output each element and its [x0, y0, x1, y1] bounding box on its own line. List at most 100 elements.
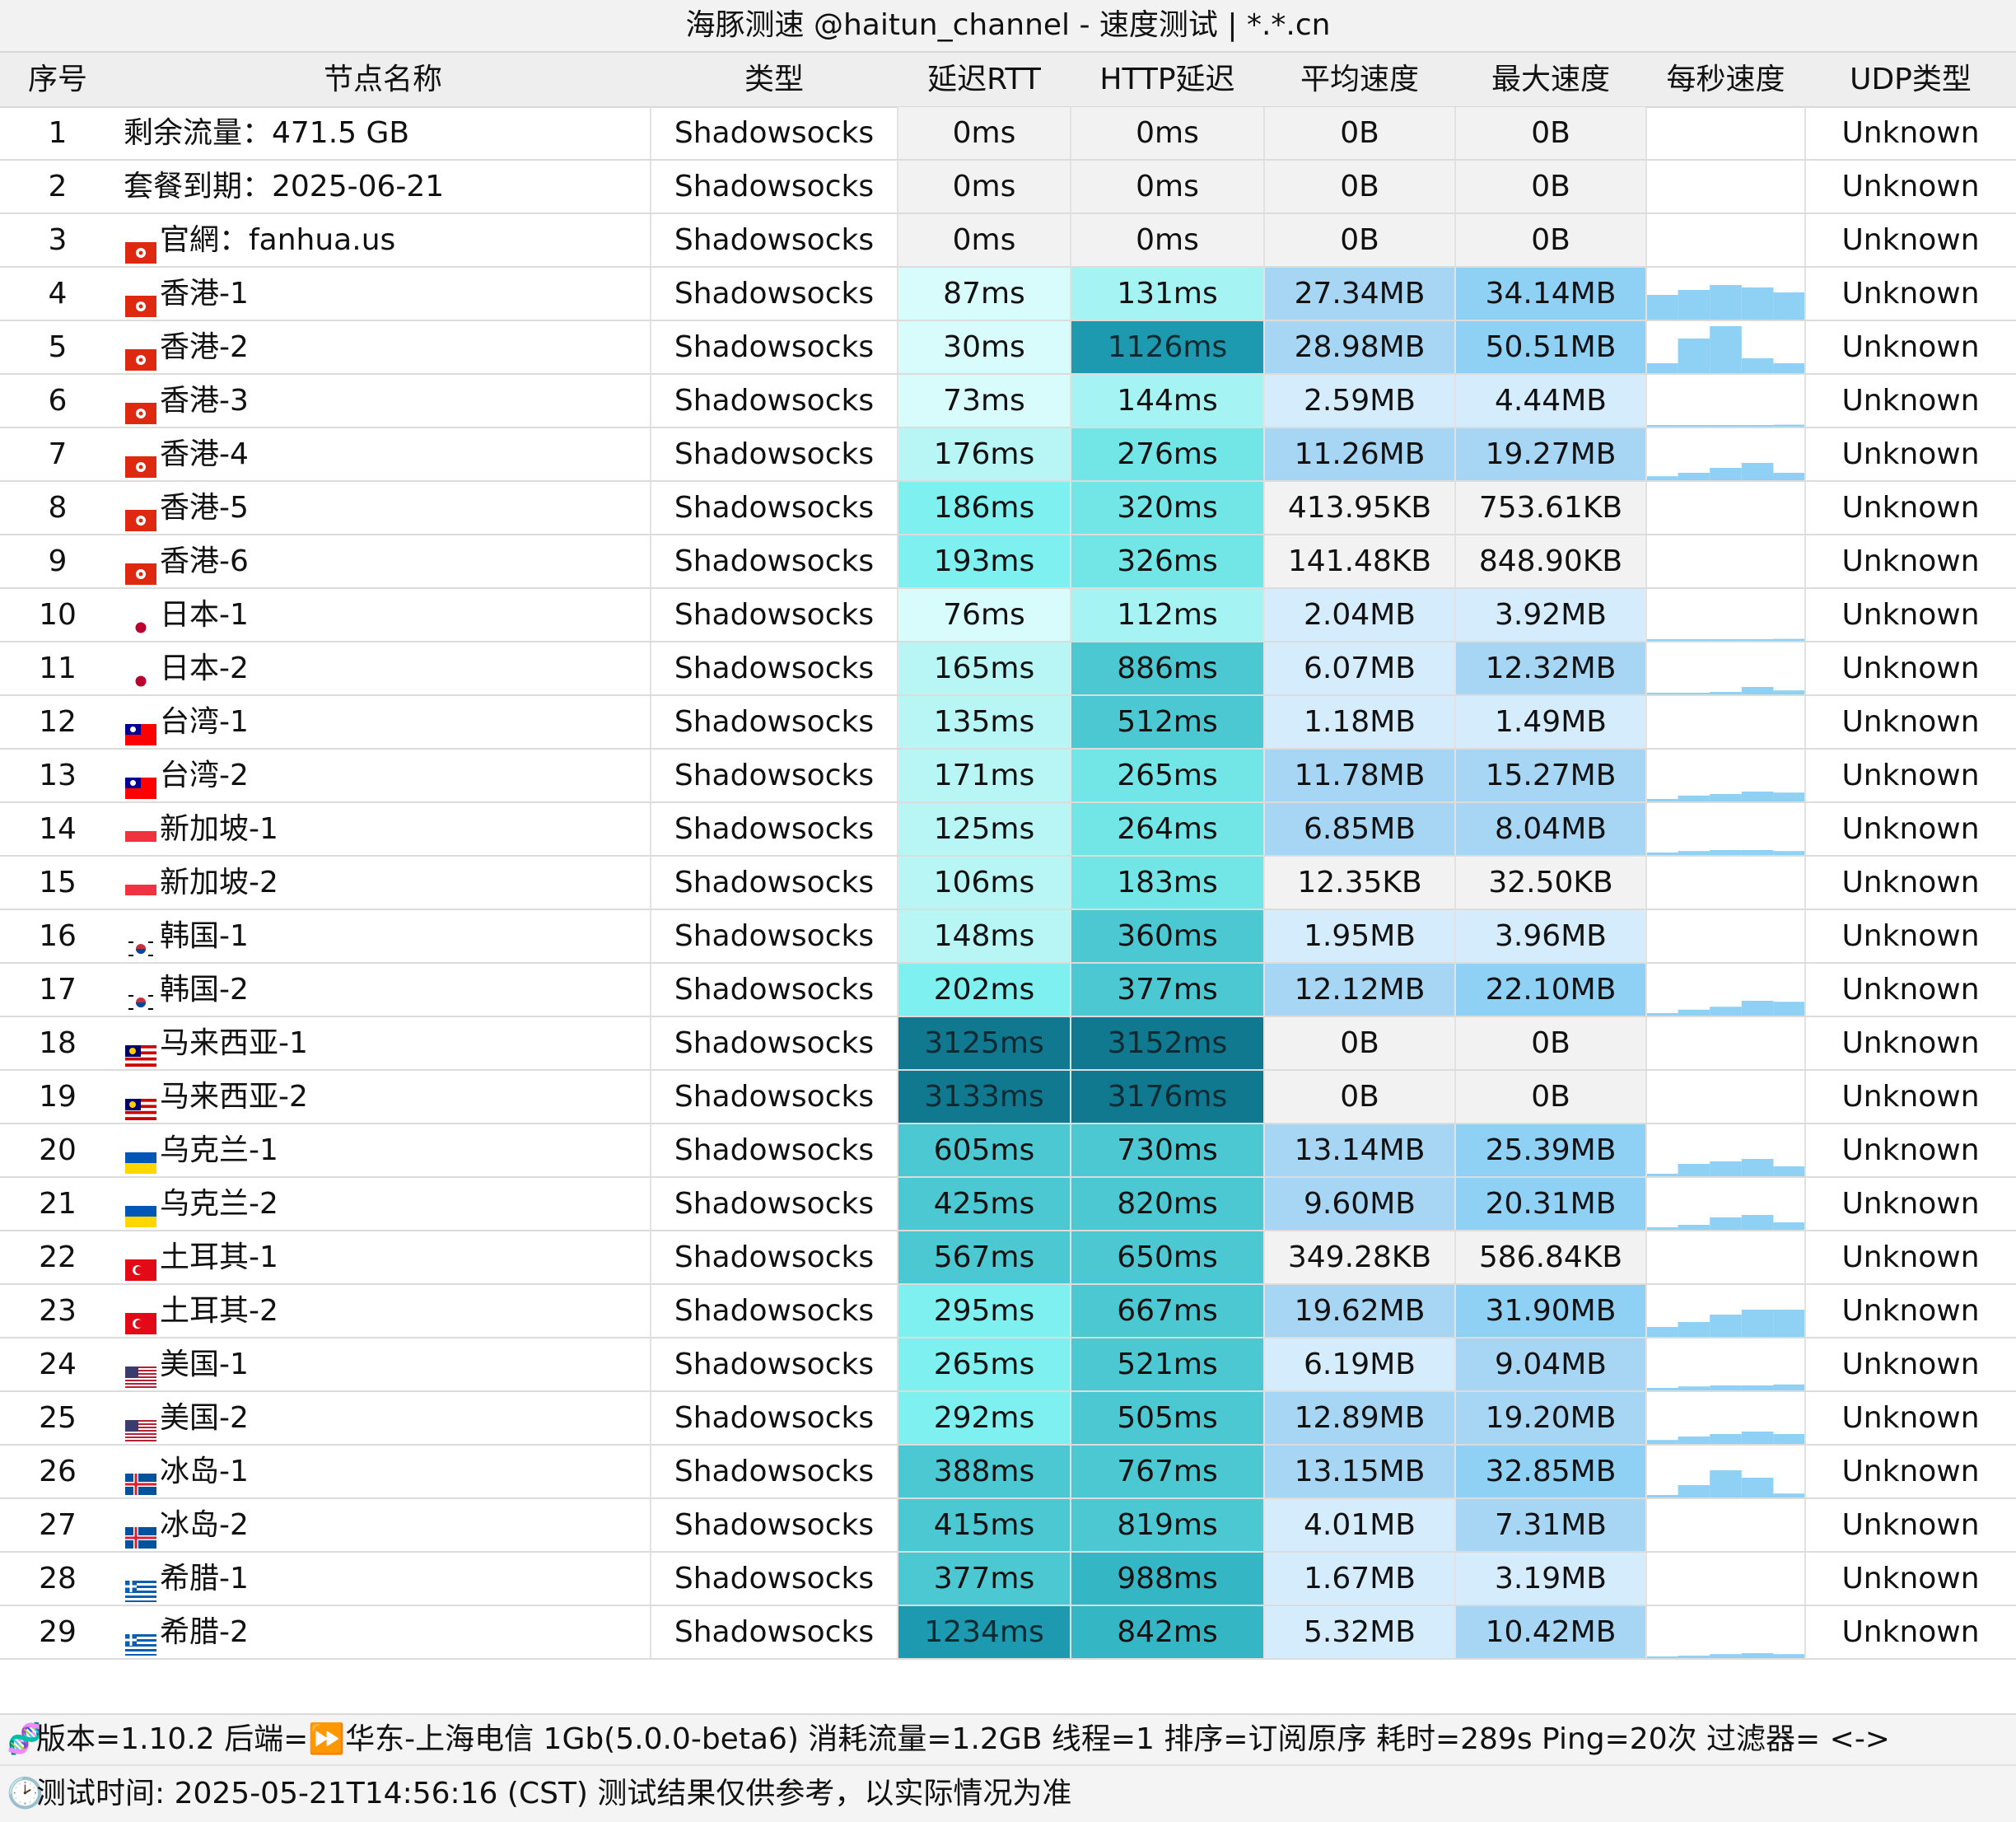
header-node-name[interactable]: 节点名称: [323, 63, 442, 96]
http-latency-cell: 0ms: [1071, 161, 1264, 213]
column-divider: [1070, 1071, 1071, 1123]
table-row[interactable]: 7 香港-4 Shadowsocks 176ms 276ms 11.26MB 19.27MB…: [0, 428, 2016, 482]
header-rtt[interactable]: 延迟RTT: [927, 63, 1041, 96]
header-max-speed[interactable]: 最大速度: [1491, 63, 1610, 96]
table-row[interactable]: 23 土耳其-2 Shadowsocks 295ms 667ms 19.62MB 31.90…: [0, 1285, 2016, 1338]
header-http[interactable]: HTTP延迟: [1099, 63, 1235, 96]
max-speed-cell: 9.04MB: [1455, 1338, 1646, 1390]
table-row[interactable]: 19 马来西亚-2 Shadowsocks 3133ms 3176ms 0B 0B Unkno…: [0, 1071, 2016, 1124]
tr-flag-icon: [125, 1245, 156, 1281]
table-row[interactable]: 8 香港-5 Shadowsocks 186ms 320ms 413.95KB 753.61…: [0, 482, 2016, 535]
sparkline-bar: [1773, 1310, 1805, 1337]
hk-flag-icon: [125, 389, 156, 424]
max-speed-cell: 15.27MB: [1455, 750, 1646, 801]
table-row[interactable]: 2 套餐到期：2025-06-21 Shadowsocks 0ms 0ms 0B 0B Unk…: [0, 161, 2016, 214]
info-line: 版本=1.10.2 后端=⏩华东-上海电信 1Gb(5.0.0-beta6) 消…: [36, 1722, 1890, 1756]
max-speed-cell: 3.92MB: [1455, 589, 1646, 641]
index-cell: 12: [39, 705, 77, 739]
header-type[interactable]: 类型: [744, 63, 804, 96]
table-row[interactable]: 26 冰岛-1 Shadowsocks 388ms 767ms 13.15MB 32.85M…: [0, 1446, 2016, 1499]
table-row[interactable]: 12 台湾-1 Shadowsocks 135ms 512ms 1.18MB 1.49MB U…: [0, 696, 2016, 750]
node-name-cell: 新加坡-1: [115, 803, 651, 855]
table-row[interactable]: 13 台湾-2 Shadowsocks 171ms 265ms 11.78MB 15.27M…: [0, 750, 2016, 803]
column-divider: [1454, 321, 1456, 373]
node-name-cell: 日本-1: [115, 589, 651, 641]
column-divider: [650, 1499, 651, 1551]
table-row[interactable]: 27 冰岛-2 Shadowsocks 415ms 819ms 4.01MB 7.31MB U…: [0, 1499, 2016, 1553]
rtt-cell: 76ms: [898, 589, 1071, 641]
header-index[interactable]: 序号: [27, 63, 87, 96]
ua-flag-icon: [125, 1138, 156, 1174]
table-row[interactable]: 20 乌克兰-1 Shadowsocks 605ms 730ms 13.14MB 25.39…: [0, 1124, 2016, 1178]
sparkline-chart: [1646, 326, 1805, 373]
column-divider: [1645, 910, 1647, 962]
sparkline-bar: [1678, 473, 1710, 480]
http-latency-cell: 377ms: [1071, 964, 1264, 1016]
table-row[interactable]: 4 香港-1 Shadowsocks 87ms 131ms 27.34MB 34.14MB U…: [0, 268, 2016, 321]
table-row[interactable]: 28 希腊-1 Shadowsocks 377ms 988ms 1.67MB 3.19MB U…: [0, 1553, 2016, 1606]
udp-type-cell: Unknown: [1841, 1562, 1980, 1595]
sparkline-bar: [1741, 358, 1774, 373]
type-cell: Shadowsocks: [674, 1240, 875, 1274]
column-divider: [1454, 1285, 1456, 1337]
column-divider: [1804, 1606, 1806, 1658]
column-divider: [1263, 750, 1265, 801]
table-row[interactable]: 3 官網：fanhua.us Shadowsocks 0ms 0ms 0B 0B Unknow…: [0, 214, 2016, 268]
table-row[interactable]: 15 新加坡-2 Shadowsocks 106ms 183ms 12.35KB 32.50…: [0, 857, 2016, 910]
us-flag-icon: [125, 1406, 156, 1441]
table-row[interactable]: 17 韩国-2 Shadowsocks 202ms 377ms 12.12MB 22.10M…: [0, 964, 2016, 1017]
column-divider: [1070, 268, 1071, 320]
header-per-second[interactable]: 每秒速度: [1666, 63, 1785, 96]
status-bar-info: 🧬版本=1.10.2 后端=⏩华东-上海电信 1Gb(5.0.0-beta6) …: [0, 1713, 2016, 1764]
avg-speed-cell: 0B: [1264, 107, 1455, 159]
avg-speed-cell: 2.04MB: [1264, 589, 1455, 641]
header-udp[interactable]: UDP类型: [1850, 63, 1972, 96]
header-avg-speed[interactable]: 平均速度: [1300, 63, 1419, 96]
type-cell: Shadowsocks: [674, 330, 875, 364]
table-row[interactable]: 9 香港-6 Shadowsocks 193ms 326ms 141.48KB 848.90…: [0, 535, 2016, 589]
table-row[interactable]: 11 日本-2 Shadowsocks 165ms 886ms 6.07MB 12.32MB…: [0, 642, 2016, 696]
table-row[interactable]: 5 香港-2 Shadowsocks 30ms 1126ms 28.98MB 50.51MB…: [0, 321, 2016, 375]
table-row[interactable]: 18 马来西亚-1 Shadowsocks 3125ms 3152ms 0B 0B Unkno…: [0, 1017, 2016, 1071]
column-divider: [897, 161, 898, 213]
type-cell: Shadowsocks: [674, 973, 875, 1007]
sparkline-bar: [1773, 473, 1805, 480]
type-cell: Shadowsocks: [674, 866, 875, 899]
max-speed-cell: 0B: [1455, 107, 1646, 159]
node-name-text: 官網：fanhua.us: [160, 223, 396, 257]
column-divider: [1454, 750, 1456, 801]
column-divider: [1070, 750, 1071, 801]
table-row[interactable]: 24 美国-1 Shadowsocks 265ms 521ms 6.19MB 9.04MB U…: [0, 1338, 2016, 1392]
my-flag-icon: [125, 1085, 156, 1120]
table-row[interactable]: 14 新加坡-1 Shadowsocks 125ms 264ms 6.85MB 8.04MB…: [0, 803, 2016, 857]
table-row[interactable]: 21 乌克兰-2 Shadowsocks 425ms 820ms 9.60MB 20.31M…: [0, 1178, 2016, 1231]
node-name-text: 套餐到期：2025-06-21: [124, 170, 445, 203]
column-divider: [1263, 428, 1265, 480]
column-divider: [650, 482, 651, 534]
table-row[interactable]: 25 美国-2 Shadowsocks 292ms 505ms 12.89MB 19.20M…: [0, 1392, 2016, 1446]
table-row[interactable]: 22 土耳其-1 Shadowsocks 567ms 650ms 349.28KB 586.…: [0, 1231, 2016, 1285]
table-row[interactable]: 1 剩余流量：471.5 GB Shadowsocks 0ms 0ms 0B 0B Unkno…: [0, 107, 2016, 161]
max-speed-cell: 3.19MB: [1455, 1553, 1646, 1605]
index-cell: 16: [39, 919, 77, 953]
table-row[interactable]: 6 香港-3 Shadowsocks 73ms 144ms 2.59MB 4.44MB Unk…: [0, 375, 2016, 428]
node-name-cell: 台湾-2: [115, 750, 651, 801]
column-divider: [897, 1499, 898, 1551]
speed-sparkline: [1646, 1124, 1805, 1176]
rtt-cell: 0ms: [898, 214, 1071, 266]
hk-flag-icon: [125, 228, 156, 264]
sparkline-chart: [1646, 463, 1805, 480]
column-divider: [1804, 857, 1806, 909]
column-divider: [1263, 161, 1265, 213]
column-divider: [1454, 964, 1456, 1016]
sparkline-bar: [1710, 1654, 1742, 1658]
node-name-text: 香港-6: [160, 544, 249, 578]
table-row[interactable]: 16 韩国-1 Shadowsocks 148ms 360ms 1.95MB 3.96MB U…: [0, 910, 2016, 964]
table-row[interactable]: 29 希腊-2 Shadowsocks 1234ms 842ms 5.32MB 10.42M…: [0, 1606, 2016, 1660]
sparkline-bar: [1741, 425, 1774, 427]
index-cell: 28: [39, 1562, 77, 1595]
avg-speed-cell: 0B: [1264, 214, 1455, 266]
table-row[interactable]: 10 日本-1 Shadowsocks 76ms 112ms 2.04MB 3.92MB Un…: [0, 589, 2016, 642]
udp-type-cell: Unknown: [1841, 812, 1980, 846]
sparkline-bar: [1646, 1327, 1678, 1337]
